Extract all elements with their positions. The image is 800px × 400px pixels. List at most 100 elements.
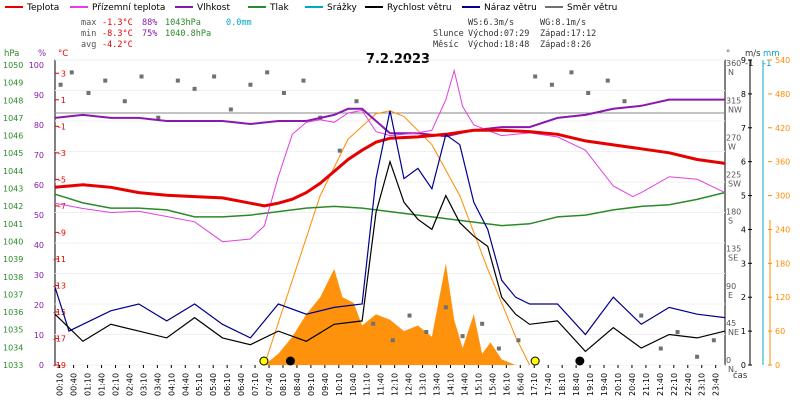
wind-gust-line — [54, 110, 726, 339]
info-sun-rise: Východ:07:29 — [468, 29, 529, 39]
ms-top-label: -1 — [745, 59, 753, 69]
pct-tick-label: 100 — [29, 61, 44, 70]
solar-tick-label: 0 — [775, 361, 780, 370]
solar-radiation-area — [264, 263, 516, 365]
wind-direction-point — [371, 321, 376, 326]
mm-unit-label: mm — [763, 49, 780, 59]
time-tick-label: 20:40 — [628, 373, 637, 396]
dir-compass-label: E — [728, 291, 733, 300]
wind-direction-point — [460, 334, 465, 339]
solar-tick-label: 60 — [775, 327, 785, 336]
wind-direction-point — [139, 74, 144, 79]
ms-tick-label: 8 — [741, 90, 746, 99]
dir-compass-label: N — [728, 365, 734, 374]
hpa-tick-label: 1033 — [3, 361, 23, 370]
info-sun-set: Západ:17:12 — [540, 29, 596, 39]
dir-compass-label: NE — [728, 328, 739, 337]
right-axes: 360N315NW270W225SW180S135SE90E45NE0N9876… — [726, 56, 790, 374]
hpa-tick-label: 1044 — [3, 167, 23, 176]
wind-direction-point — [265, 70, 270, 75]
ground-temperature-line — [54, 68, 726, 243]
info-moon-label: Měsíc — [433, 40, 459, 50]
hpa-tick-label: 1049 — [3, 79, 23, 88]
time-tick-label: 18:40 — [572, 373, 581, 396]
pct-tick-label: 40 — [34, 241, 44, 250]
wind-direction-point — [711, 338, 716, 343]
ms-tick-label: 7 — [741, 124, 746, 133]
stats-max-hum: 88% — [142, 18, 157, 28]
solar-tick-label: 240 — [775, 225, 790, 234]
time-tick-label: 04:40 — [181, 373, 190, 396]
ms-tick-label: 9 — [741, 56, 746, 65]
dir-tick-label: 135 — [726, 245, 741, 254]
wind-direction-point — [301, 78, 306, 83]
wind-direction-point — [228, 107, 233, 112]
pct-tick-label: 80 — [34, 121, 44, 130]
time-tick-label: 17:10 — [530, 373, 539, 396]
solar-tick-label: 540 — [775, 56, 790, 65]
hpa-tick-label: 1043 — [3, 185, 23, 194]
time-tick-label: 07:40 — [265, 373, 274, 396]
time-tick-label: 15:10 — [474, 373, 483, 396]
solar-theoretical-line — [263, 110, 531, 366]
time-tick-label: 08:10 — [279, 373, 288, 396]
wind-speed-line — [54, 159, 726, 353]
wind-direction-point — [622, 99, 627, 104]
stats-max-rain: 0.0mm — [226, 18, 252, 28]
time-tick-label: 01:40 — [98, 373, 107, 396]
time-tick-label: 13:40 — [433, 373, 442, 396]
pct-unit-label: % — [38, 49, 46, 59]
solar-tick-label: 300 — [775, 192, 790, 201]
event-markers — [259, 356, 585, 366]
solar-tick-label: 360 — [775, 158, 790, 167]
time-tick-label: 11:40 — [377, 373, 386, 396]
legend-label-7: Směr větru — [567, 3, 617, 13]
mm-top-label: -1 — [763, 59, 771, 69]
stats-min-temp: -8.3°C — [102, 29, 133, 39]
dir-tick-label: 270 — [726, 133, 741, 142]
legend-label-1: Přízemní teplota — [92, 3, 165, 13]
wind-direction-point — [407, 313, 412, 318]
wind-direction-point — [516, 338, 521, 343]
time-tick-label: 00:10 — [56, 373, 65, 396]
time-tick-label: 08:40 — [293, 373, 302, 396]
pct-tick-label: 30 — [34, 271, 44, 280]
ms-tick-label: 0 — [741, 361, 746, 370]
ms-tick-label: 1 — [741, 327, 746, 336]
wind-direction-point — [122, 99, 127, 104]
unit-labels: hPa % °C ° m/s mm -1 -1 — [4, 49, 780, 69]
time-tick-label: 03:10 — [139, 373, 148, 396]
stats-max-temp: -1.3°C — [102, 18, 133, 28]
time-tick-label: 23:40 — [712, 373, 721, 396]
time-tick-label: 02:10 — [111, 373, 120, 396]
stats-min-hum: 75% — [142, 29, 157, 39]
wind-direction-point — [192, 86, 197, 91]
time-tick-label: 11:10 — [363, 373, 372, 396]
temp-tick-label: -13 — [53, 281, 66, 290]
dir-tick-label: 360 — [726, 59, 741, 68]
pct-tick-label: 0 — [39, 361, 44, 370]
pct-tick-label: 20 — [34, 301, 44, 310]
hpa-tick-label: 1034 — [3, 343, 23, 352]
temp-tick-label: -7 — [58, 202, 66, 211]
info-wg: WG:8.1m/s — [540, 18, 586, 28]
hpa-tick-label: 1046 — [3, 132, 23, 141]
dir-compass-label: SW — [728, 180, 741, 189]
legend-label-4: Srážky — [327, 3, 358, 13]
time-tick-label: 09:10 — [307, 373, 316, 396]
temp-unit-label: °C — [58, 49, 68, 59]
time-tick-label: 01:10 — [84, 373, 93, 396]
dir-tick-label: 90 — [726, 282, 736, 291]
time-tick-label: 14:40 — [460, 373, 469, 396]
time-tick-label: 14:10 — [446, 373, 455, 396]
stats-avg-label: avg — [81, 40, 96, 50]
ms-tick-label: 5 — [741, 192, 746, 201]
stats-max-label: max — [81, 18, 96, 28]
dir-compass-label: N — [728, 68, 734, 77]
wind-direction-point — [103, 78, 108, 83]
dir-compass-label: W — [728, 142, 736, 151]
hpa-tick-label: 1036 — [3, 308, 23, 317]
wind-direction-point — [390, 338, 395, 343]
time-tick-label: 13:10 — [419, 373, 428, 396]
temperature-line — [54, 128, 726, 208]
